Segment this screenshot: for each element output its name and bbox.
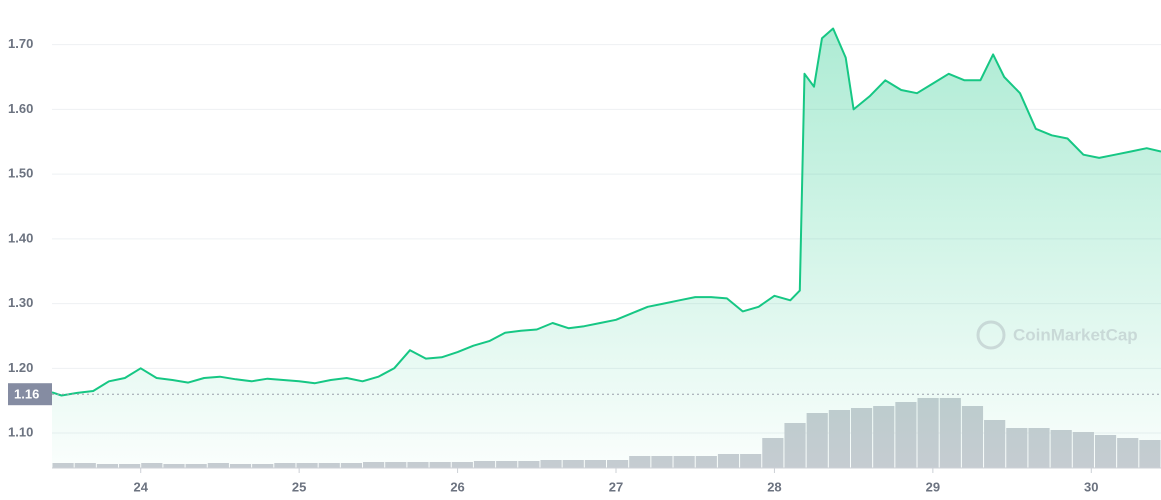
price-line [51,27,1161,397]
y-tick-label: 1.40 [8,230,33,245]
x-tick-label: 27 [609,479,623,494]
reference-badge [8,383,52,406]
reference-label: 1.16 [14,387,39,402]
watermark-text: CoinMarketCap [1013,325,1138,344]
x-tick-label: 28 [767,479,781,494]
x-tick-label: 25 [292,479,306,494]
y-tick-label: 1.10 [8,424,33,439]
y-tick-label: 1.50 [8,166,33,181]
y-tick-label: 1.70 [8,36,33,51]
y-tick-label: 1.20 [8,360,33,375]
x-tick-label: 30 [1084,479,1098,494]
y-tick-label: 1.30 [8,295,33,310]
x-tick-label: 26 [450,479,464,494]
x-tick-label: 24 [133,479,148,494]
price-area [52,28,1161,468]
y-tick-label: 1.60 [8,101,33,116]
x-tick-label: 29 [926,479,940,494]
watermark: CoinMarketCap [976,320,1138,350]
